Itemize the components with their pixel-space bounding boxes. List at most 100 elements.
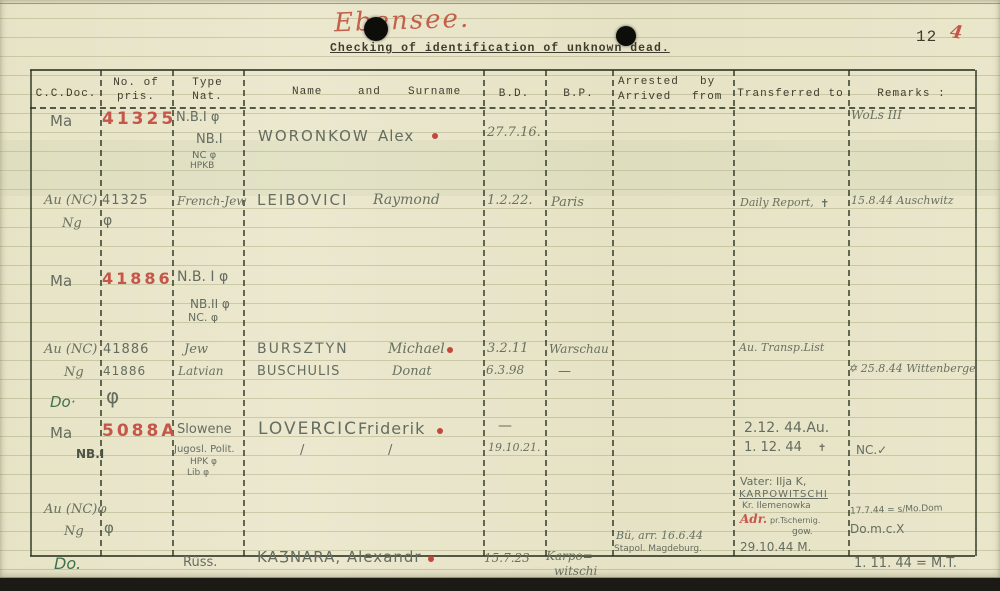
cell-type-nat: Lib φ bbox=[187, 468, 210, 478]
cell-transferred: 29.10.44 M. bbox=[740, 540, 812, 554]
red-dot-mark bbox=[437, 428, 443, 434]
cross-mark: ✝ bbox=[818, 443, 827, 454]
header-bottom-border bbox=[30, 107, 975, 109]
cell-prisoner-number: 5088A bbox=[102, 421, 178, 441]
cell-firstname: Michael bbox=[388, 341, 445, 357]
col-header-arrived: Arrived bbox=[618, 91, 672, 103]
cell-type-nat: NC φ bbox=[192, 150, 217, 161]
cell-ccdoc: Ng bbox=[64, 524, 84, 539]
cell-birthdate: 3.2.11 bbox=[487, 341, 529, 356]
col-header-bp: B.P. bbox=[563, 88, 594, 100]
col-header-ccdoc: C.C.Doc. bbox=[35, 88, 97, 100]
cell-birthplace: — bbox=[558, 364, 571, 379]
father-note: Vater: Ilja K, bbox=[740, 475, 807, 488]
cell-type-nat: NB.I bbox=[196, 132, 223, 147]
cell-transferred: 1. 12. 44 bbox=[744, 440, 802, 455]
cell-type-nat: Jugosl. Polit. bbox=[174, 444, 235, 455]
col-border-5 bbox=[545, 70, 547, 556]
father-note: gow. bbox=[792, 527, 813, 537]
col-header-nat: Nat. bbox=[192, 91, 223, 103]
col-header-remarks: Remarks : bbox=[877, 88, 946, 100]
cell-prisoner-number: φ bbox=[104, 519, 114, 537]
red-dot-mark bbox=[432, 133, 438, 139]
cell-prisoner-number: 41325 bbox=[102, 109, 177, 129]
cell-prisoner-number: 41886 bbox=[103, 342, 150, 357]
red-dot-mark bbox=[447, 347, 453, 353]
cell-birthplace: Warschau bbox=[549, 342, 609, 356]
ditto-mark: / bbox=[300, 443, 305, 458]
cell-remark: NC.✓ bbox=[856, 443, 888, 457]
cell-transferred: 2.12. 44.Au. bbox=[744, 420, 830, 436]
cell-transferred: Au. Transp.List bbox=[739, 341, 825, 354]
father-note: Kr. Ilemenowka bbox=[742, 501, 811, 511]
cell-prisoner-number: 41886 bbox=[102, 269, 173, 288]
cell-surname: BUSCHULIS bbox=[257, 364, 341, 379]
cell-type-nat: Jew bbox=[184, 342, 209, 357]
cell-remark: ✡ 25.8.44 Wittenberge bbox=[848, 362, 976, 375]
cell-type-nat: N.B.I φ bbox=[176, 110, 220, 125]
cell-surname: WORONKOW bbox=[258, 127, 370, 145]
cell-remark: Do.m.c.X bbox=[850, 522, 905, 536]
cell-firstname: Donat bbox=[392, 364, 432, 379]
cell-type-nat: NC. φ bbox=[188, 311, 219, 324]
cell-ccdoc: Ma bbox=[50, 112, 73, 130]
cell-ccdoc: Ng bbox=[62, 216, 82, 231]
cell-arrived-from: Bü, arr. 16.6.44 bbox=[616, 529, 704, 542]
cell-surname: KAƷNARA, Alexandr bbox=[257, 548, 422, 566]
cell-surname: BURSZTYN bbox=[257, 341, 349, 357]
page-number: 12 bbox=[916, 28, 938, 46]
background-below-card bbox=[0, 578, 1000, 591]
father-note: KARPOWITSCHI bbox=[739, 489, 828, 500]
cell-remark: WoLs III bbox=[851, 108, 902, 122]
col-border-8 bbox=[848, 70, 850, 556]
col-border-4 bbox=[483, 70, 485, 556]
col-header-type: Type bbox=[192, 77, 223, 89]
cell-birthdate: 15.7.23 bbox=[484, 551, 530, 565]
cell-arrived-from: Stapol. Magdeburg. bbox=[614, 544, 702, 554]
table-bottom-border bbox=[30, 555, 975, 557]
cell-surname: LEIBOVICI bbox=[257, 191, 349, 209]
cell-ccdoc: Au (NC)φ bbox=[44, 502, 107, 517]
cell-firstname: Raymond bbox=[373, 192, 440, 208]
cell-ccdoc: Ng bbox=[64, 365, 84, 380]
cell-type-nat: French-Jew bbox=[177, 194, 247, 208]
cell-type-nat: Rüss. bbox=[183, 555, 218, 570]
col-header-name: Name bbox=[292, 86, 323, 98]
cell-type-nat: HPKB bbox=[190, 161, 215, 171]
col-header-arrested: Arrested bbox=[618, 76, 679, 88]
cell-type-nat: NB.II φ bbox=[190, 297, 230, 311]
col-header-bd: B.D. bbox=[498, 88, 530, 100]
col-border-3 bbox=[243, 70, 245, 556]
col-header-by: by bbox=[700, 76, 716, 88]
cell-birthdate: — bbox=[498, 418, 512, 434]
father-note: pr.Tschernig. bbox=[770, 516, 821, 525]
cell-birthdate: 6.3.98 bbox=[486, 363, 525, 377]
red-dot-mark bbox=[428, 556, 434, 562]
cell-transferred: Daily Report, bbox=[740, 196, 814, 209]
camp-name-handwritten: Ebensee. bbox=[333, 3, 471, 39]
col-header-transferred: Transferred to bbox=[737, 88, 844, 100]
adr-red-note: Adr. bbox=[740, 512, 768, 526]
col-header-surname: Surname bbox=[408, 86, 462, 98]
col-border-left bbox=[30, 70, 32, 556]
cell-birthdate: 19.10.21. bbox=[488, 441, 541, 454]
hole-punch-left bbox=[364, 17, 388, 41]
cell-firstname: Friderik bbox=[358, 419, 426, 438]
col-border-7 bbox=[733, 70, 735, 556]
cell-type-nat: HPK φ bbox=[190, 457, 217, 467]
cell-firstname: Alex bbox=[378, 127, 415, 145]
cell-type-nat: Latvian bbox=[178, 364, 224, 378]
cross-mark: ✝ bbox=[820, 197, 830, 210]
cell-type-nat: N.B. I φ bbox=[177, 269, 229, 285]
cell-ccdoc-ditto: Do. bbox=[54, 554, 82, 573]
cell-prisoner-number: 41325 bbox=[102, 193, 149, 208]
cell-ccdoc: Ma bbox=[50, 272, 73, 290]
cell-prisoner-number: φ bbox=[106, 384, 120, 408]
cell-surname: LOVERCIC. bbox=[258, 419, 366, 439]
col-header-from: from bbox=[692, 91, 723, 103]
card-top-edge bbox=[0, 3, 1000, 4]
cell-birthdate: 27.7.16. bbox=[487, 125, 541, 140]
col-header-noof: No. of bbox=[113, 77, 159, 89]
